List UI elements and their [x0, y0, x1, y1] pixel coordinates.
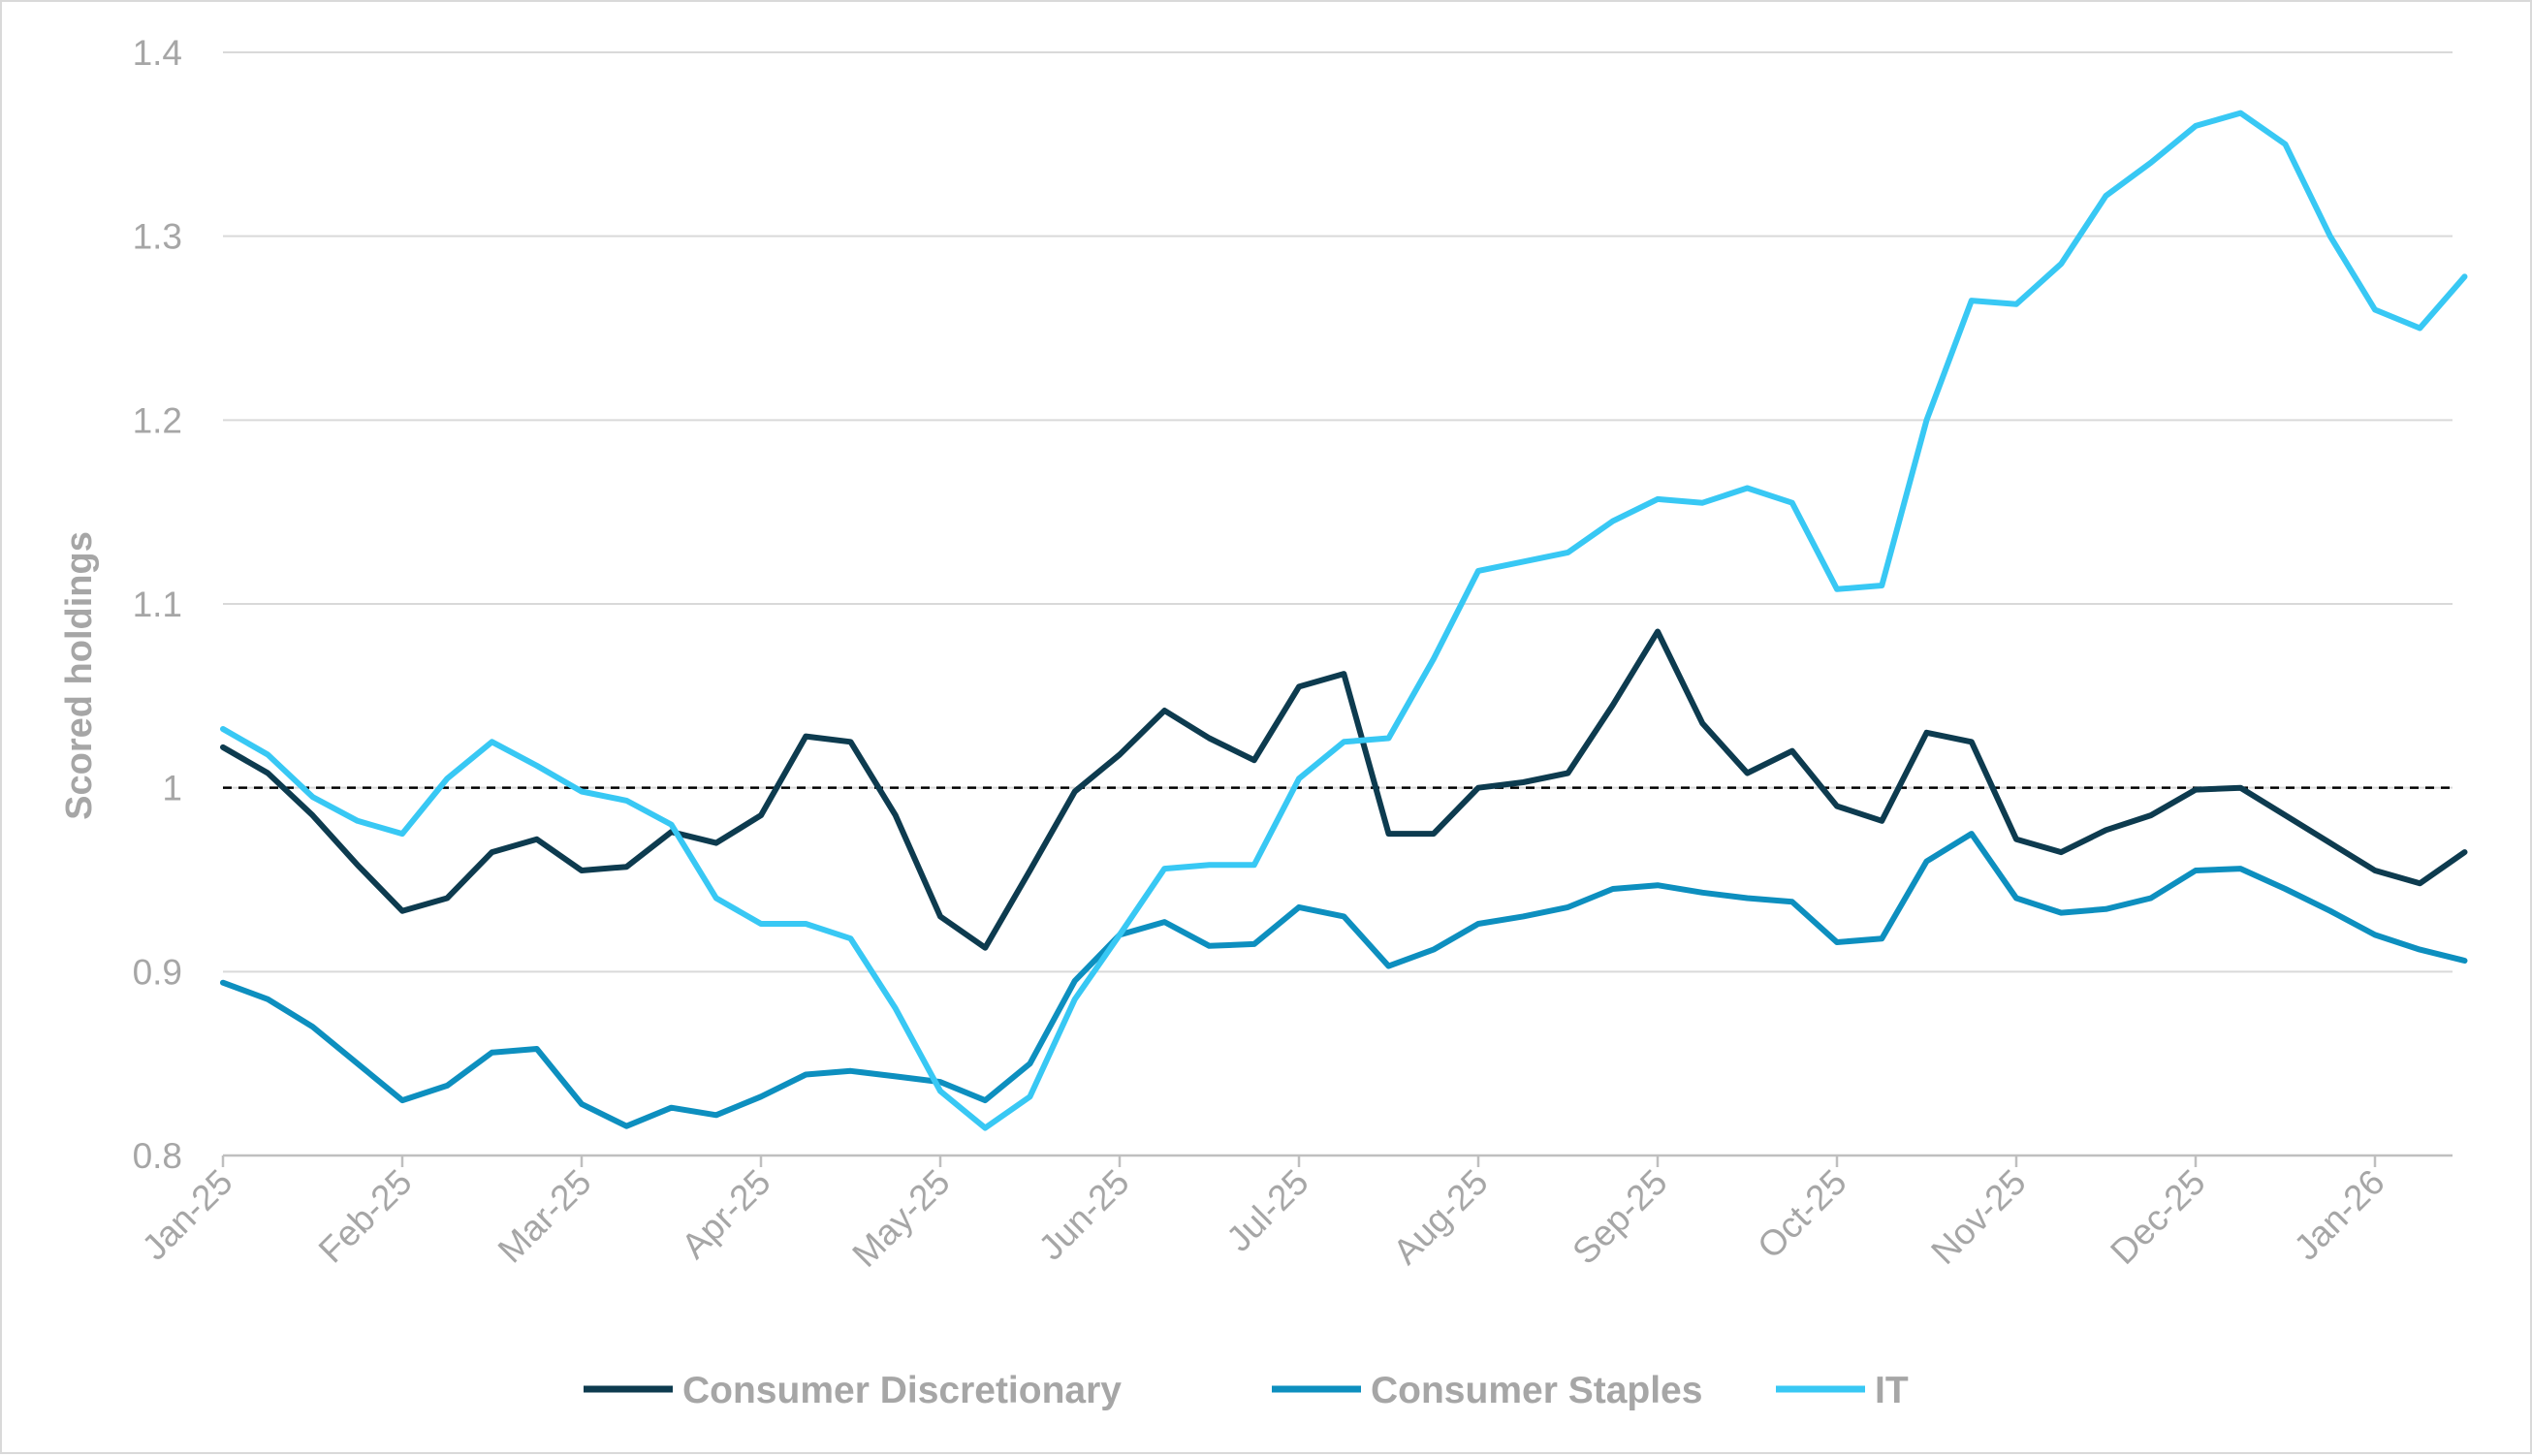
gridlines [223, 51, 2453, 973]
y-tick-label: 1.4 [133, 33, 182, 73]
series-lines [220, 110, 2468, 1131]
series-line-0 [220, 628, 2468, 951]
y-tick-label: 0.8 [133, 1136, 182, 1176]
x-tick-label: Jun-25 [1031, 1162, 1137, 1268]
y-tick-label: 1.2 [133, 400, 182, 440]
x-tick-label: Mar-25 [491, 1162, 599, 1271]
y-tick-label: 1.1 [133, 585, 182, 624]
y-tick-labels: 0.8 0.9 1 1.1 1.2 1.3 1.4 [133, 33, 182, 1176]
x-tick-label: Aug-25 [1385, 1162, 1495, 1272]
legend-label: Consumer Staples [1371, 1370, 1702, 1411]
x-tick-label: May-25 [844, 1162, 957, 1275]
x-tick-label: Jan-26 [2287, 1162, 2392, 1268]
y-tick-label: 1 [162, 769, 182, 808]
x-tick-label: Apr-25 [674, 1162, 778, 1267]
legend-label: Consumer Discretionary [682, 1370, 1122, 1411]
y-tick-label: 1.3 [133, 217, 182, 257]
x-tick-label: Dec-25 [2103, 1162, 2212, 1272]
y-axis-title: Scored holdings [59, 531, 100, 820]
legend-label: IT [1875, 1370, 1909, 1411]
x-tick-label: Jul-25 [1219, 1162, 1315, 1259]
x-axis [221, 1154, 2453, 1167]
x-tick-label: Feb-25 [311, 1162, 420, 1271]
series-line-2 [220, 110, 2468, 1131]
y-tick-label: 0.9 [133, 952, 182, 992]
x-tick-label: Sep-25 [1565, 1162, 1674, 1272]
x-tick-label: Jan-25 [135, 1162, 240, 1268]
x-tick-labels: Jan-25 Feb-25 Mar-25 Apr-25 May-25 Jun-25 Jul-… [135, 1162, 2392, 1275]
series-line-1 [220, 831, 2468, 1129]
legend: Consumer Discretionary Consumer Staples IT [584, 1370, 1909, 1411]
x-tick-label: Nov-25 [1923, 1162, 2033, 1272]
x-tick-label: Oct-25 [1750, 1162, 1854, 1267]
